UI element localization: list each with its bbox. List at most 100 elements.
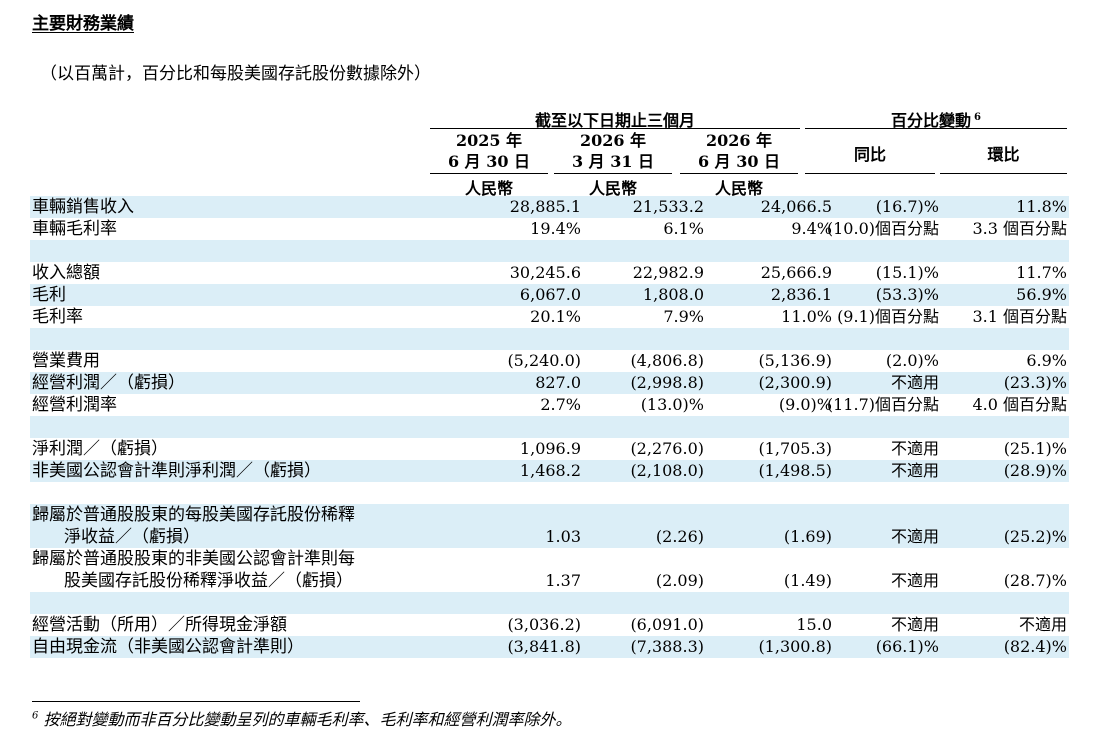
- yoy-header: 同比: [853, 145, 886, 164]
- cell-2026-jun: 25,666.9: [760, 263, 832, 282]
- table-row: 收入總額 30,245.6 22,982.9 25,666.9 (15.1)% …: [30, 262, 1069, 284]
- row-label-line2: 股美國存託股份稀釋淨收益／（虧損）: [64, 571, 353, 591]
- units-note: （以百萬計，百分比和每股美國存託股份數據除外）: [40, 64, 431, 84]
- spacer-row: [30, 482, 1069, 504]
- cell-2026-jun: (1.49): [783, 571, 832, 590]
- cell-2026-mar: (4,806.8): [630, 351, 704, 370]
- table-row: 淨利潤／（虧損） 1,096.9 (2,276.0) (1,705.3) 不適用…: [30, 438, 1069, 460]
- header-rule: [430, 173, 548, 174]
- row-label: 非美國公認會計準則淨利潤／（虧損）: [32, 461, 321, 481]
- period-group-header: 截至以下日期止三個月: [534, 111, 695, 130]
- cell-2025-jun: 20.1%: [530, 307, 581, 326]
- table-row: 經營利潤／（虧損） 827.0 (2,998.8) (2,300.9) 不適用 …: [30, 372, 1069, 394]
- header-rule: [940, 173, 1067, 174]
- cell-qoq: 6.9%: [1026, 351, 1067, 370]
- footnote-text: 按絕對變動而非百分比變動呈列的車輛毛利率、毛利率和經營利潤率除外。: [43, 710, 572, 729]
- table-row: 自由現金流（非美國公認會計準則） (3,841.8) (7,388.3) (1,…: [30, 636, 1069, 658]
- header-rule: [554, 173, 672, 174]
- cell-2026-mar: (2,276.0): [630, 439, 704, 458]
- qoq-header: 環比: [987, 145, 1020, 164]
- cell-qoq: (25.2)%: [1003, 527, 1067, 546]
- cell-qoq: 3.1 個百分點: [972, 307, 1067, 326]
- period-header-3: 2026 年 6 月 30 日: [680, 130, 798, 172]
- cell-2025-jun: 19.4%: [530, 219, 581, 238]
- page-title: 主要財務業績: [32, 14, 134, 34]
- cell-yoy: (2.0)%: [885, 351, 939, 370]
- period-date: 6 月 30 日: [447, 152, 531, 171]
- row-label: 車輛毛利率: [32, 219, 117, 239]
- row-label: 淨利潤／（虧損）: [32, 439, 168, 459]
- cell-2025-jun: 1.03: [545, 527, 581, 546]
- cell-qoq: (82.4)%: [1003, 637, 1067, 656]
- table-row: 毛利 6,067.0 1,808.0 2,836.1 (53.3)% 56.9%: [30, 284, 1069, 306]
- header-rule: [430, 128, 800, 129]
- table-row: 營業費用 (5,240.0) (4,806.8) (5,136.9) (2.0)…: [30, 350, 1069, 372]
- period-year: 2026 年: [579, 131, 647, 150]
- change-group-note-marker: 6: [974, 111, 981, 123]
- cell-yoy: (15.1)%: [875, 263, 939, 282]
- cell-yoy: 不適用: [890, 527, 939, 546]
- footnote-marker: 6: [32, 710, 39, 722]
- row-label-line1: 歸屬於普通股股東的非美國公認會計準則每: [32, 549, 355, 569]
- currency-label: 人民幣: [464, 179, 513, 198]
- cell-qoq: 56.9%: [1016, 285, 1067, 304]
- cell-2025-jun: 30,245.6: [509, 263, 581, 282]
- header-rule: [805, 173, 935, 174]
- period-year: 2025 年: [455, 131, 523, 150]
- table-row: 經營活動（所用）／所得現金淨額 (3,036.2) (6,091.0) 15.0…: [30, 614, 1069, 636]
- cell-2026-mar: (2,108.0): [630, 461, 704, 480]
- cell-yoy: 不適用: [890, 571, 939, 590]
- cell-2026-jun: 2,836.1: [770, 285, 832, 304]
- row-label-line1: 歸屬於普通股股東的每股美國存託股份稀釋: [32, 505, 355, 525]
- change-group-label: 百分比變動: [891, 111, 972, 130]
- cell-qoq: (23.3)%: [1003, 373, 1067, 392]
- cell-qoq: 4.0 個百分點: [972, 395, 1067, 414]
- cell-qoq: 11.7%: [1016, 263, 1067, 282]
- cell-yoy: 不適用: [890, 461, 939, 480]
- cell-2026-mar: 7.9%: [663, 307, 704, 326]
- cell-2026-jun: (1.69): [783, 527, 832, 546]
- row-label-line2: 淨收益／（虧損）: [64, 527, 200, 547]
- header-rule: [805, 128, 1067, 129]
- row-label: 經營利潤／（虧損）: [32, 373, 185, 393]
- cell-yoy: 不適用: [890, 373, 939, 392]
- cell-2026-mar: 22,982.9: [632, 263, 704, 282]
- cell-2026-jun: 24,066.5: [760, 197, 832, 216]
- cell-2025-jun: (5,240.0): [507, 351, 581, 370]
- period-header-1: 2025 年 6 月 30 日: [430, 130, 548, 172]
- footnote-rule: [32, 701, 360, 702]
- spacer-row: [30, 240, 1069, 262]
- cell-2026-jun: (1,300.8): [758, 637, 832, 656]
- cell-2025-jun: (3,841.8): [507, 637, 581, 656]
- cell-2026-mar: (2,998.8): [630, 373, 704, 392]
- table-row: 歸屬於普通股股東的每股美國存託股份稀釋 淨收益／（虧損） 1.03 (2.26)…: [30, 504, 1069, 548]
- period-header-2: 2026 年 3 月 31 日: [554, 130, 672, 172]
- cell-2026-jun: (9.0)%: [778, 395, 832, 414]
- table-row: 非美國公認會計準則淨利潤／（虧損） 1,468.2 (2,108.0) (1,4…: [30, 460, 1069, 482]
- row-label: 車輛銷售收入: [32, 197, 134, 217]
- cell-2026-jun: 15.0: [796, 615, 832, 634]
- cell-yoy: (16.7)%: [875, 197, 939, 216]
- period-year: 2026 年: [705, 131, 773, 150]
- cell-2026-mar: 6.1%: [663, 219, 704, 238]
- cell-2026-mar: (13.0)%: [640, 395, 704, 414]
- cell-yoy: 不適用: [890, 439, 939, 458]
- currency-label: 人民幣: [588, 179, 637, 198]
- cell-2026-jun: 11.0%: [781, 307, 832, 326]
- cell-2025-jun: 28,885.1: [509, 197, 581, 216]
- spacer-row: [30, 416, 1069, 438]
- cell-2026-mar: (2.09): [655, 571, 704, 590]
- row-label: 經營活動（所用）／所得現金淨額: [32, 615, 287, 635]
- cell-yoy: (9.1)個百分點: [837, 307, 939, 326]
- cell-qoq: (28.7)%: [1003, 571, 1067, 590]
- row-label: 營業費用: [32, 351, 100, 371]
- row-label: 自由現金流（非美國公認會計準則）: [32, 637, 304, 657]
- cell-2025-jun: 1,468.2: [519, 461, 581, 480]
- row-label: 毛利率: [32, 307, 83, 327]
- cell-2026-mar: (7,388.3): [630, 637, 704, 656]
- cell-2026-jun: (1,705.3): [758, 439, 832, 458]
- row-label: 經營利潤率: [32, 395, 117, 415]
- table-row: 車輛毛利率 19.4% 6.1% 9.4% (10.0)個百分點 3.3 個百分…: [30, 218, 1069, 240]
- cell-2026-mar: (6,091.0): [630, 615, 704, 634]
- cell-yoy: (53.3)%: [875, 285, 939, 304]
